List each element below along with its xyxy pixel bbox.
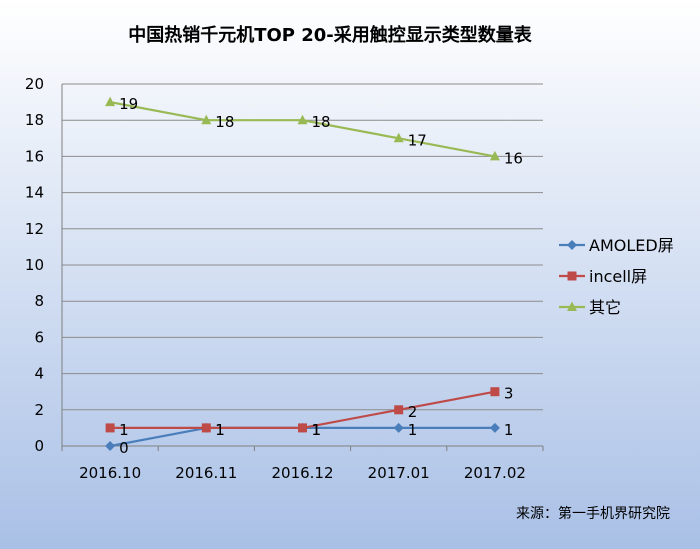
data-label: 1: [312, 421, 322, 439]
data-label: 16: [504, 149, 523, 167]
data-label: 17: [408, 131, 427, 149]
legend-label: AMOLED屏: [589, 236, 674, 255]
legend-marker: [567, 240, 577, 250]
x-tick-label: 2016.11: [175, 464, 237, 482]
source-note: 来源：第一手机界研究院: [516, 505, 670, 522]
data-point: [105, 96, 116, 107]
legend-label: incell屏: [589, 267, 647, 286]
x-tick-label: 2017.02: [464, 464, 526, 482]
y-tick-label: 8: [34, 292, 44, 310]
y-tick-label: 6: [34, 328, 44, 346]
y-tick-label: 2: [34, 401, 44, 419]
data-point: [393, 132, 404, 143]
data-point: [393, 422, 404, 433]
data-point: [489, 422, 500, 433]
data-point: [105, 423, 115, 433]
gridlines: [62, 83, 543, 411]
x-tick-label: 2017.01: [368, 464, 430, 482]
data-point: [297, 114, 308, 125]
legend-marker: [567, 271, 577, 281]
y-tick-label: 12: [25, 220, 44, 238]
data-label: 1: [215, 421, 225, 439]
data-label: 18: [215, 113, 234, 131]
data-point: [201, 114, 212, 125]
chart-title: 中国热销千元机TOP 20-采用触控显示类型数量表: [128, 24, 533, 46]
x-tick-label: 2016.10: [79, 464, 141, 482]
data-label: 3: [504, 385, 514, 403]
x-tick-label: 2016.12: [271, 464, 333, 482]
data-label: 19: [119, 95, 138, 113]
data-label: 0: [119, 439, 129, 457]
data-label: 2: [408, 403, 418, 421]
data-point: [394, 405, 404, 415]
y-tick-label: 4: [34, 365, 44, 383]
data-point: [490, 387, 500, 397]
data-label: 1: [408, 421, 418, 439]
data-label: 1: [215, 421, 225, 439]
data-label: 1: [504, 421, 514, 439]
y-tick-label: 14: [25, 184, 44, 202]
y-tick-label: 10: [25, 256, 44, 274]
series-lines: [105, 96, 500, 451]
data-label: 1: [312, 421, 322, 439]
y-tick-label: 16: [25, 147, 44, 165]
data-point: [105, 441, 116, 451]
legend-marker: [567, 301, 577, 311]
y-tick-label: 18: [25, 111, 44, 129]
data-point: [298, 423, 307, 433]
legend-label: 其它: [589, 298, 621, 317]
y-tick-label: 20: [25, 75, 44, 93]
data-point: [489, 150, 500, 161]
data-point: [201, 423, 211, 433]
y-tick-label: 0: [34, 437, 44, 455]
data-label: 18: [312, 113, 331, 131]
data-label: 1: [119, 421, 129, 439]
